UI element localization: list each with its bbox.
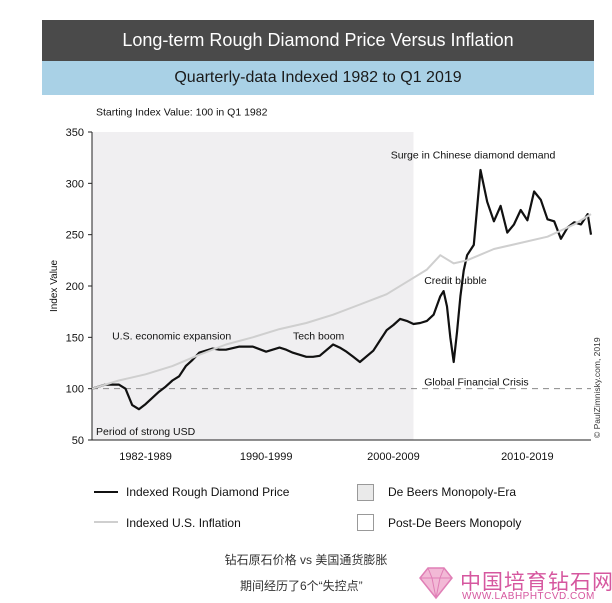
y-tick-label: 250 [66, 230, 84, 242]
x-decade-label: 2000-2009 [367, 451, 420, 463]
chart-annotation: Tech boom [293, 330, 345, 342]
line-chart: 50 100 150 200 250 300 350 Index Value 1982-1989… [49, 106, 602, 463]
series-line-inflation [91, 213, 592, 390]
y-axis-label: Index Value [49, 260, 60, 313]
chart-credit: © PaulZimnisky.com, 2019 [592, 337, 602, 438]
x-decade-label: 1990-1999 [240, 451, 293, 463]
legend-swatches [94, 491, 118, 523]
y-tick-label: 50 [72, 435, 84, 447]
caption-line-1: 钻石原石价格 vs 美国通货膨胀 [224, 553, 388, 567]
legend-box-monopoly [357, 484, 374, 501]
y-tick-label: 200 [66, 281, 84, 293]
chart-annotation: U.S. economic expansion [112, 330, 231, 342]
y-tick-label: 300 [66, 178, 84, 190]
caption-line-2: 期间经历了6个“失控点” [240, 579, 363, 593]
legend-label-inflation: Indexed U.S. Inflation [126, 516, 241, 530]
chart-annotation: Credit bubble [424, 275, 487, 287]
chart-annotation: Period of strong USD [96, 426, 196, 438]
chart-subtitle: Quarterly-data Indexed 1982 to Q1 2019 [42, 61, 594, 95]
y-tick-label: 150 [66, 332, 84, 344]
diamond-logo-icon [419, 567, 453, 600]
x-decade-label: 1982-1989 [119, 451, 172, 463]
legend-box-post-monopoly [357, 514, 374, 531]
series-line-diamond-price [91, 168, 593, 411]
x-decade-label: 2010-2019 [501, 451, 554, 463]
chart-title: Long-term Rough Diamond Price Versus Inf… [42, 20, 594, 61]
legend-label-monopoly: De Beers Monopoly-Era [388, 485, 517, 499]
chart-annotation: Starting Index Value: 100 in Q1 1982 [96, 106, 268, 118]
watermark-url: WWW.LABHPHTCVD.COM [462, 591, 595, 602]
monopoly-era-shading [92, 132, 414, 440]
legend-label-post-monopoly: Post-De Beers Monopoly [388, 516, 522, 530]
legend-label-price: Indexed Rough Diamond Price [126, 485, 290, 499]
y-tick-label: 100 [66, 384, 84, 396]
chart-annotation: Global Financial Crisis [424, 376, 528, 388]
chart-annotation: Surge in Chinese diamond demand [391, 150, 556, 162]
watermark-title: 中国培育钻石网 [460, 571, 612, 594]
y-tick-label: 350 [66, 127, 84, 139]
